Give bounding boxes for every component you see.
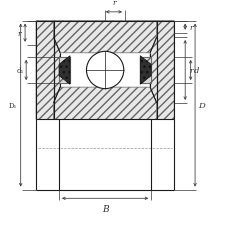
Text: d₁: d₁ bbox=[16, 67, 24, 75]
Polygon shape bbox=[59, 57, 70, 85]
Text: B: B bbox=[101, 204, 108, 213]
Polygon shape bbox=[59, 58, 70, 84]
Circle shape bbox=[86, 52, 123, 89]
Polygon shape bbox=[53, 88, 156, 120]
Text: r: r bbox=[112, 0, 115, 7]
Polygon shape bbox=[140, 58, 150, 84]
Text: r: r bbox=[189, 67, 192, 75]
Text: d: d bbox=[193, 67, 199, 75]
Text: r: r bbox=[17, 30, 21, 38]
Polygon shape bbox=[150, 22, 173, 120]
Text: D: D bbox=[197, 102, 204, 110]
Text: r: r bbox=[189, 24, 192, 32]
Polygon shape bbox=[36, 22, 60, 120]
Polygon shape bbox=[53, 22, 156, 54]
Text: D₁: D₁ bbox=[9, 102, 17, 110]
Polygon shape bbox=[140, 57, 150, 85]
